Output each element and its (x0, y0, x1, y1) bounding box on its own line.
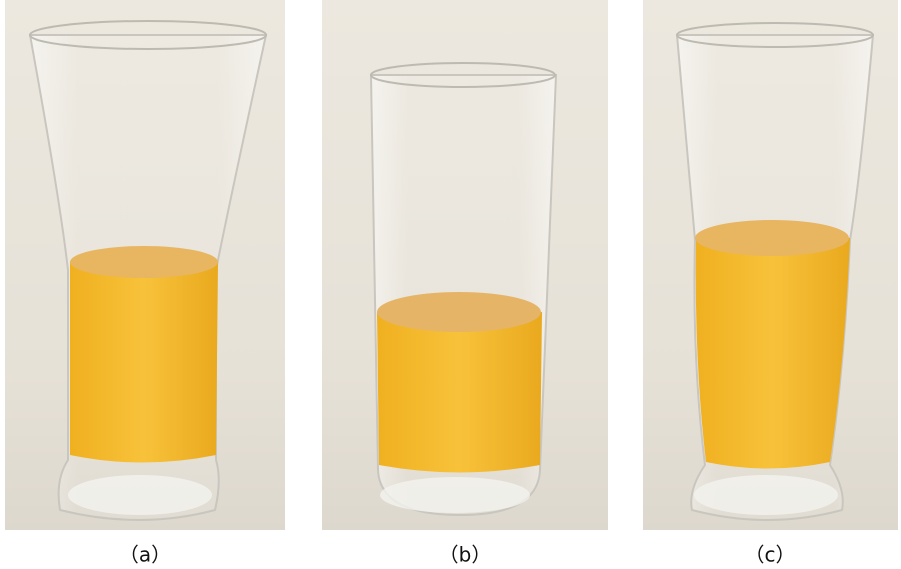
figure: （a） （b） （c） (0, 0, 901, 569)
caption: （c） (745, 543, 796, 567)
photo-a (5, 0, 285, 530)
caption: （a） (119, 543, 171, 567)
caption: （b） (439, 543, 492, 567)
photo-c (643, 0, 898, 530)
photo-b (322, 0, 608, 530)
